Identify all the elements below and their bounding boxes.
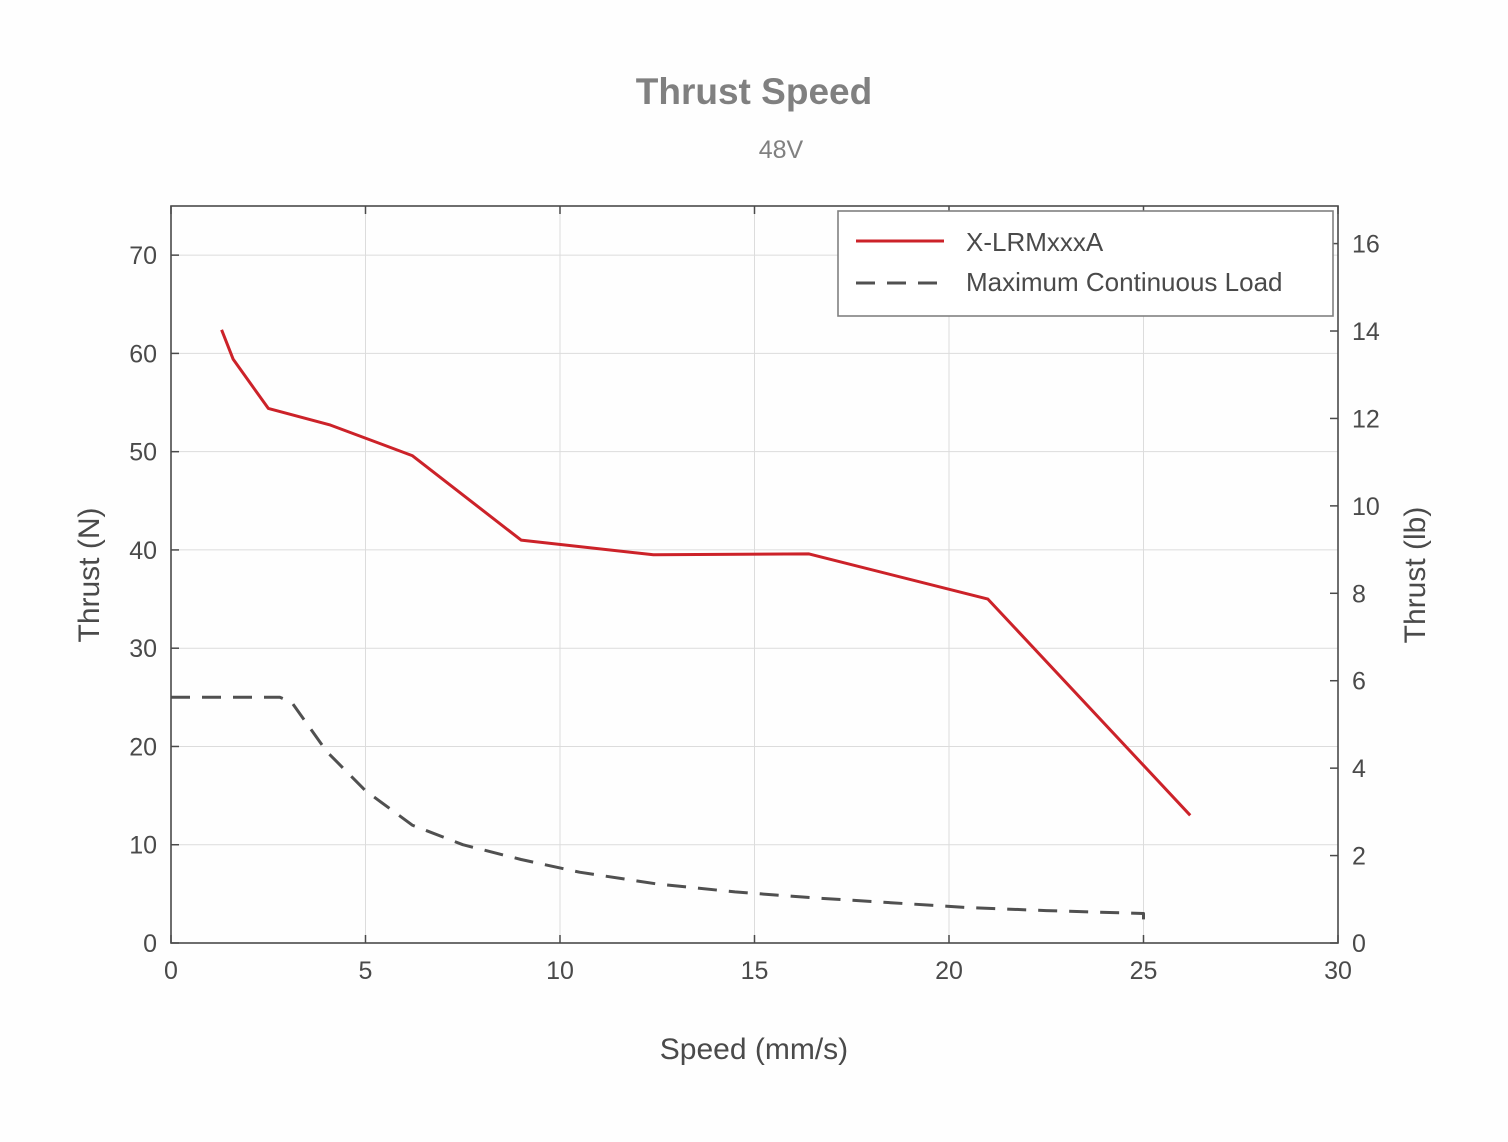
y2-tick-label: 16 [1352, 231, 1380, 259]
y2-tick-label: 6 [1352, 668, 1366, 696]
legend-label-x-lrmxxxa: X-LRMxxxA [966, 227, 1104, 257]
y2-tick-label: 10 [1352, 493, 1380, 521]
x-tick-label: 25 [1130, 957, 1158, 985]
y-tick-label: 10 [129, 832, 157, 860]
x-tick-label: 5 [359, 957, 373, 985]
x-tick-label: 20 [935, 957, 963, 985]
y-tick-label: 50 [129, 439, 157, 467]
legend: X-LRMxxxA Maximum Continuous Load [837, 210, 1334, 317]
chart-subtitle: 48V [759, 136, 804, 164]
y-tick-label: 60 [129, 340, 157, 368]
y2-tick-label: 4 [1352, 755, 1366, 783]
series-line-max-continuous-load [171, 695, 1145, 920]
grid-lines [171, 206, 1338, 943]
y2-tick-label: 12 [1352, 405, 1380, 433]
y-tick-label: 40 [129, 537, 157, 565]
chart-title: Thrust Speed [636, 71, 872, 112]
y-tick-label: 0 [143, 930, 157, 958]
x-axis-label: Speed (mm/s) [660, 1033, 848, 1066]
y2-axis-label: Thrust (lb) [1399, 507, 1432, 644]
series-line-x-lrmxxxa [220, 329, 1192, 817]
x-tick-label: 0 [164, 957, 178, 985]
x-tick-label: 15 [741, 957, 769, 985]
y-tick-label: 70 [129, 242, 157, 270]
y2-tick-label: 14 [1352, 318, 1380, 346]
y2-tick-label: 8 [1352, 580, 1366, 608]
legend-label-max-continuous-load: Maximum Continuous Load [966, 267, 1283, 297]
y-axis-label: Thrust (N) [73, 508, 106, 643]
y2-tick-label: 2 [1352, 843, 1366, 871]
series-lines [171, 329, 1192, 920]
x-tick-label: 30 [1324, 957, 1352, 985]
y2-tick-label: 0 [1352, 930, 1366, 958]
y-tick-label: 20 [129, 733, 157, 761]
y-tick-label: 30 [129, 635, 157, 663]
legend-box [837, 210, 1334, 317]
x-tick-label: 10 [546, 957, 574, 985]
